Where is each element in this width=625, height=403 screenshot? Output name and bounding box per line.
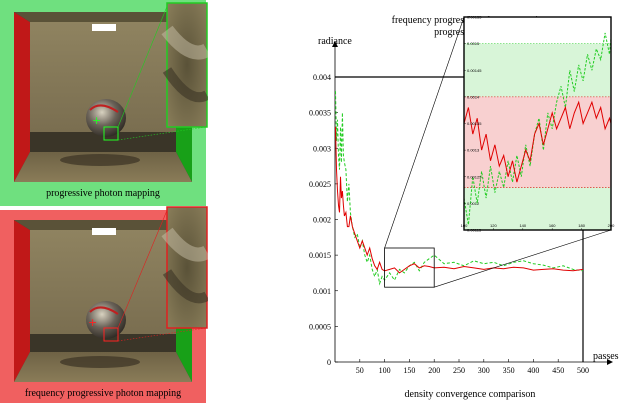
top-caption: progressive photon mapping [46, 188, 160, 199]
series-ppm [335, 91, 584, 286]
inset-x-tick-label: 100 [461, 223, 468, 228]
y-tick-label: 0.0005 [309, 322, 331, 331]
x-tick-label: 500 [577, 366, 589, 375]
light-icon [92, 228, 116, 235]
y-tick-label: 0.0025 [309, 180, 331, 189]
inset-y-tick-label: 0.0014 [467, 94, 480, 99]
inset-x-tick-label: 200 [608, 223, 615, 228]
inset-y-tick-label: 0.00125 [467, 174, 482, 179]
bottom-zoom [166, 206, 208, 329]
top-zoom [166, 2, 208, 128]
sphere-icon [86, 301, 126, 339]
scene-panels: + progressive photon mapping + frequency… [0, 0, 208, 403]
zoom-connector [384, 16, 465, 249]
zoom-region-box [384, 247, 435, 288]
inset-x-tick-label: 180 [578, 223, 585, 228]
series-frequency-ppm [335, 126, 584, 274]
inset-y-tick-label: 0.00155 [467, 15, 482, 20]
y-tick-label: 0.002 [313, 216, 331, 225]
x-tick-label: 400 [527, 366, 539, 375]
inset-red-band [464, 96, 611, 188]
x-axis-arrow [607, 359, 613, 365]
y-tick-label: 0.004 [313, 73, 331, 82]
y-tick-label: 0.0015 [309, 251, 331, 260]
convergence-chart: frequency progressive photon mappingprog… [309, 15, 619, 401]
inset-y-tick-label: 0.0015 [467, 41, 480, 46]
y-tick-label: 0.001 [313, 287, 331, 296]
zoom-connector [434, 229, 612, 288]
inset-x-tick-label: 160 [549, 223, 556, 228]
inset-x-tick-label: 140 [519, 223, 526, 228]
inset-series-frequency-ppm [463, 100, 612, 183]
inset-y-tick-label: 0.00115 [467, 228, 482, 233]
y-tick-label: 0.0035 [309, 109, 331, 118]
x-tick-label: 50 [356, 366, 364, 375]
x-tick-label: 100 [379, 366, 391, 375]
x-axis-label: passes [593, 351, 619, 362]
bottom-caption: frequency progressive photon mapping [25, 388, 181, 399]
inset-plot: 0.00155 0.0015 0.00145 0.0014 0.00135 0.0013 0… [384, 15, 615, 288]
x-tick-label: 350 [503, 366, 515, 375]
svg-text:+: + [92, 114, 101, 127]
inset-y-tick-label: 0.0012 [467, 201, 480, 206]
inset-y-tick-label: 0.00145 [467, 68, 482, 73]
y-tick-label: 0.003 [313, 144, 331, 153]
y-axis-arrow [332, 41, 338, 47]
top-scene: + progressive photon mapping [0, 0, 208, 206]
inset-y-tick-label: 0.00135 [467, 121, 482, 126]
bottom-scene: + frequency progressive photon mapping [0, 206, 208, 403]
inset-series-ppm [463, 32, 612, 225]
x-tick-label: 150 [403, 366, 415, 375]
x-tick-label: 200 [428, 366, 440, 375]
x-tick-label: 250 [453, 366, 465, 375]
x-tick-label: 450 [552, 366, 564, 375]
chart-caption: density convergence comparison [405, 389, 536, 400]
inset-y-tick-label: 0.0013 [467, 148, 480, 153]
inset-x-tick-label: 120 [490, 223, 497, 228]
light-icon [92, 24, 116, 31]
x-tick-label: 300 [478, 366, 490, 375]
svg-text:+: + [88, 316, 97, 329]
y-tick-label: 0 [327, 358, 331, 367]
